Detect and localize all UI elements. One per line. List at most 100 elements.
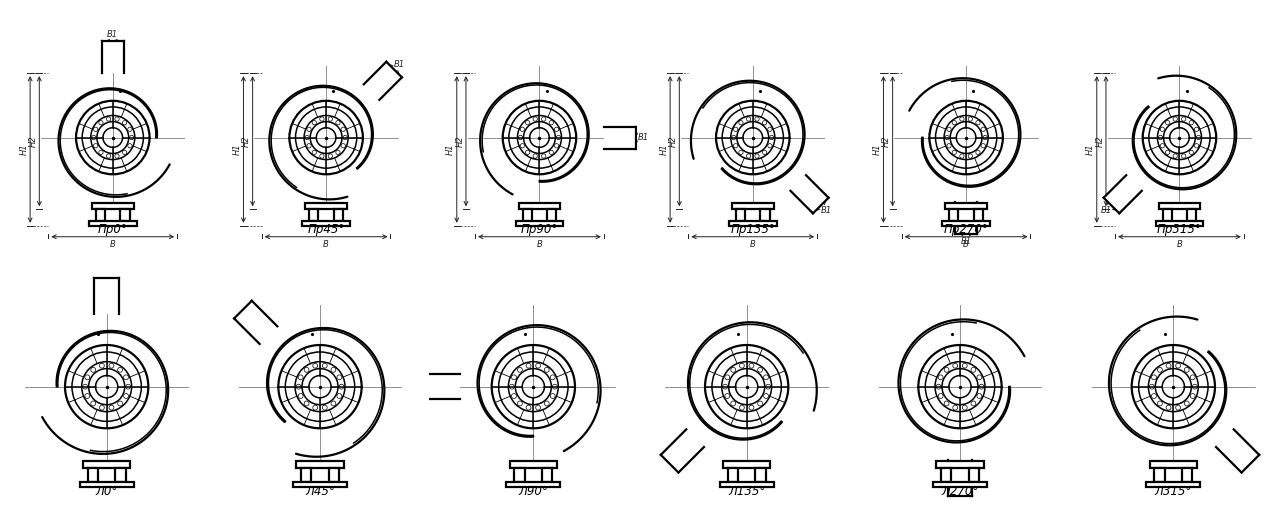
Circle shape [1157, 367, 1162, 372]
Circle shape [305, 367, 308, 372]
Polygon shape [947, 459, 973, 496]
Text: B1: B1 [108, 30, 118, 38]
Bar [719, 482, 773, 487]
Circle shape [972, 367, 975, 372]
Circle shape [118, 401, 123, 406]
Text: B: B [964, 240, 969, 249]
Circle shape [1152, 393, 1156, 399]
Circle shape [763, 150, 767, 155]
Text: B1: B1 [394, 60, 404, 69]
Circle shape [1172, 117, 1178, 121]
Circle shape [123, 150, 127, 155]
Text: B1: B1 [1101, 206, 1112, 215]
Circle shape [746, 117, 750, 121]
Circle shape [343, 135, 347, 140]
Bar [974, 209, 983, 222]
Text: B1: B1 [820, 206, 832, 215]
Circle shape [1181, 154, 1185, 158]
Polygon shape [955, 202, 977, 234]
Bar [760, 209, 769, 222]
Circle shape [544, 401, 549, 406]
Circle shape [553, 384, 557, 389]
Circle shape [312, 405, 317, 410]
Circle shape [1176, 363, 1180, 368]
Circle shape [732, 135, 736, 140]
Circle shape [755, 154, 759, 158]
Circle shape [554, 127, 558, 131]
Bar [297, 461, 343, 468]
Circle shape [769, 135, 774, 140]
Circle shape [724, 393, 730, 399]
Bar [120, 209, 129, 222]
Polygon shape [1103, 175, 1142, 213]
Circle shape [323, 363, 328, 368]
Circle shape [952, 150, 956, 155]
Circle shape [972, 401, 975, 406]
Bar [115, 468, 125, 482]
Bar [79, 482, 133, 487]
Circle shape [332, 367, 335, 372]
Circle shape [947, 127, 951, 131]
Circle shape [968, 117, 973, 121]
Circle shape [307, 144, 311, 148]
Circle shape [952, 120, 956, 125]
Text: Пр90°: Пр90° [521, 223, 558, 236]
Bar [87, 468, 99, 482]
Text: Л45°: Л45° [305, 485, 335, 498]
Circle shape [938, 375, 943, 380]
Text: Л90°: Л90° [518, 485, 548, 498]
Bar [302, 222, 349, 226]
Text: B1: B1 [960, 237, 972, 245]
Circle shape [123, 120, 127, 125]
Circle shape [1166, 405, 1171, 410]
Text: H2: H2 [1096, 135, 1105, 147]
Circle shape [84, 393, 90, 399]
Bar [937, 461, 983, 468]
Circle shape [1194, 127, 1198, 131]
Circle shape [91, 401, 96, 406]
Circle shape [549, 150, 553, 155]
Bar [728, 222, 777, 226]
Bar [950, 209, 959, 222]
Circle shape [106, 154, 110, 158]
Polygon shape [364, 62, 402, 100]
Circle shape [128, 127, 132, 131]
Circle shape [1190, 393, 1196, 399]
Circle shape [1166, 150, 1170, 155]
Circle shape [977, 375, 982, 380]
Circle shape [312, 120, 316, 125]
Circle shape [109, 363, 114, 368]
Circle shape [532, 154, 538, 158]
Circle shape [975, 150, 980, 155]
Bar [547, 209, 557, 222]
Bar [301, 468, 311, 482]
Circle shape [106, 117, 110, 121]
Text: H1: H1 [873, 144, 882, 155]
Circle shape [1166, 120, 1170, 125]
Circle shape [554, 144, 558, 148]
Circle shape [739, 120, 744, 125]
Circle shape [335, 120, 340, 125]
Bar [723, 461, 771, 468]
Bar [1155, 468, 1165, 482]
Circle shape [307, 127, 311, 131]
Circle shape [938, 393, 943, 399]
Text: Пр135°: Пр135° [731, 223, 776, 236]
Circle shape [520, 144, 525, 148]
Circle shape [740, 363, 744, 368]
Text: Пр270°: Пр270° [943, 223, 988, 236]
Circle shape [1152, 375, 1156, 380]
Circle shape [945, 401, 948, 406]
Text: H1: H1 [233, 144, 242, 155]
Bar [509, 461, 557, 468]
Circle shape [945, 367, 948, 372]
Circle shape [328, 154, 333, 158]
Circle shape [323, 405, 328, 410]
Circle shape [526, 120, 530, 125]
Bar [1147, 482, 1201, 487]
Circle shape [339, 384, 344, 389]
Polygon shape [604, 127, 636, 148]
Text: Л0°: Л0° [96, 485, 118, 498]
Circle shape [536, 405, 540, 410]
Polygon shape [660, 429, 704, 472]
